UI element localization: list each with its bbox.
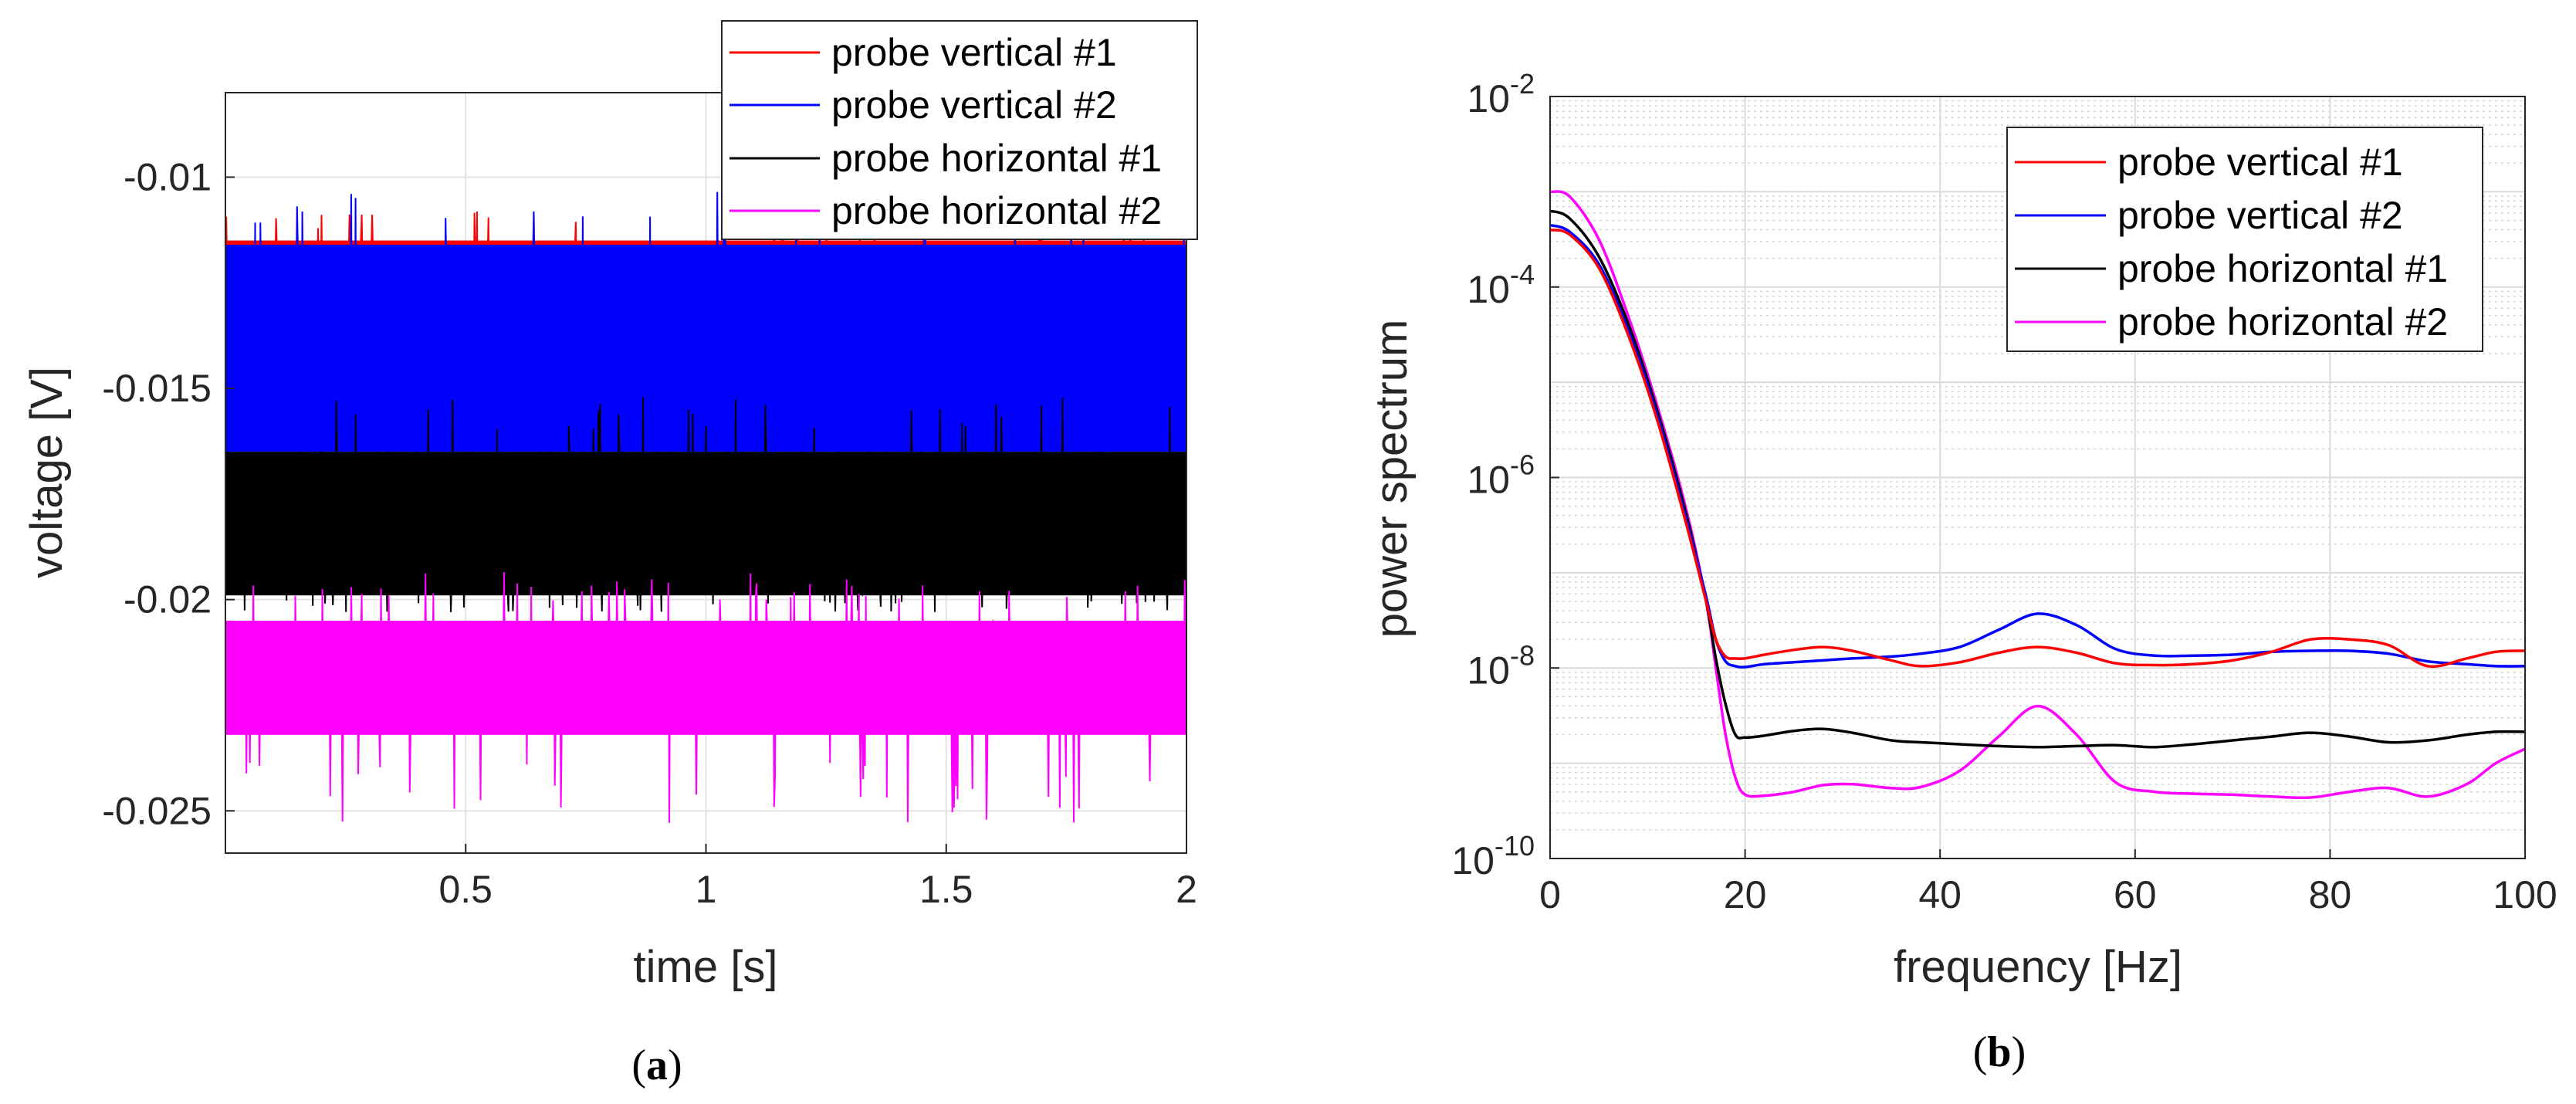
chart-a-y-tick-label: -0.015 <box>102 367 212 410</box>
chart-b-x-tick-label: 20 <box>1724 873 1767 916</box>
chart-a-y-ticks: -0.01 -0.015 -0.02 -0.025 <box>102 155 235 832</box>
chart-a-legend: probe vertical #1 probe vertical #2 prob… <box>721 20 1198 240</box>
chart-b-y-tick-label: 10-4 <box>1467 259 1535 311</box>
chart-b-x-tick-label: 100 <box>2493 873 2557 916</box>
chart-b-series <box>1549 190 2526 800</box>
chart-a-x-tick-label: 2 <box>1176 868 1197 911</box>
chart-a-series-2 <box>225 191 1187 485</box>
chart-b-legend-label-4: probe horizontal #2 <box>2117 300 2448 344</box>
chart-a-legend-box <box>721 20 1198 240</box>
chart-a-panel-label: (a) <box>631 1041 682 1089</box>
chart-a-x-ticks: 0.5 1 1.5 2 <box>438 844 1197 911</box>
chart-a-legend-label-3: probe horizontal #1 <box>831 137 1162 180</box>
chart-b-series-3-line <box>1549 209 2526 749</box>
chart-a-x-axis-label: time [s] <box>634 942 778 992</box>
chart-a-series-4 <box>225 571 1187 823</box>
chart-b-y-ticks: 10-2 10-4 10-6 10-8 10-10 <box>1451 68 1559 882</box>
chart-a-series-line <box>225 397 1187 612</box>
chart-a-y-axis-label: voltage [V] <box>22 367 72 578</box>
chart-b-legend: probe vertical #1 probe vertical #2 prob… <box>2006 127 2483 352</box>
chart-b-panel-label: (b) <box>1973 1028 2026 1076</box>
chart-b-x-axis-label: frequency [Hz] <box>1894 942 2182 992</box>
chart-a-legend-label-4: probe horizontal #2 <box>831 189 1162 232</box>
chart-a-series-3 <box>225 397 1187 612</box>
chart-a-legend-label-2: probe vertical #2 <box>831 83 1117 127</box>
chart-b: 0 20 40 60 80 100 10-2 10-4 10-6 10-8 10-10 frequ… <box>1366 68 2557 1076</box>
chart-b-x-tick-label: 40 <box>1918 873 1962 916</box>
chart-a-series-line <box>225 571 1187 823</box>
chart-b-y-tick-label: 10-2 <box>1467 68 1535 120</box>
chart-b-x-tick-label: 0 <box>1539 873 1561 916</box>
chart-b-series-1-line <box>1549 228 2526 669</box>
chart-b-y-axis-label: power spectrum <box>1366 320 1417 638</box>
chart-b-y-tick-label: 10-10 <box>1451 830 1535 882</box>
chart-a-series-line <box>225 191 1187 485</box>
chart-b-legend-label-2: probe vertical #2 <box>2117 194 2403 237</box>
chart-b-x-tick-label: 80 <box>2309 873 2352 916</box>
chart-a-legend-label-1: probe vertical #1 <box>831 31 1117 74</box>
chart-a-series <box>225 191 1187 823</box>
chart-a-y-tick-label: -0.025 <box>102 789 212 832</box>
chart-a: 0.5 1 1.5 2 -0.01 -0.015 -0.02 -0.025 time [s]… <box>22 20 1198 1089</box>
chart-a-y-tick-label: -0.01 <box>124 155 212 198</box>
chart-b-y-tick-label: 10-6 <box>1467 449 1535 502</box>
chart-b-legend-label-3: probe horizontal #1 <box>2117 247 2448 290</box>
chart-a-x-tick-label: 0.5 <box>438 868 493 911</box>
chart-a-x-tick-label: 1 <box>696 868 717 911</box>
chart-a-x-tick-label: 1.5 <box>919 868 973 911</box>
chart-a-y-tick-label: -0.02 <box>124 578 212 621</box>
chart-b-legend-label-1: probe vertical #1 <box>2117 141 2403 184</box>
chart-b-legend-box <box>2006 127 2483 352</box>
chart-b-y-tick-label: 10-8 <box>1467 639 1535 692</box>
chart-b-x-tick-label: 60 <box>2114 873 2157 916</box>
chart-b-x-ticks: 0 20 40 60 80 100 <box>1539 849 2557 916</box>
